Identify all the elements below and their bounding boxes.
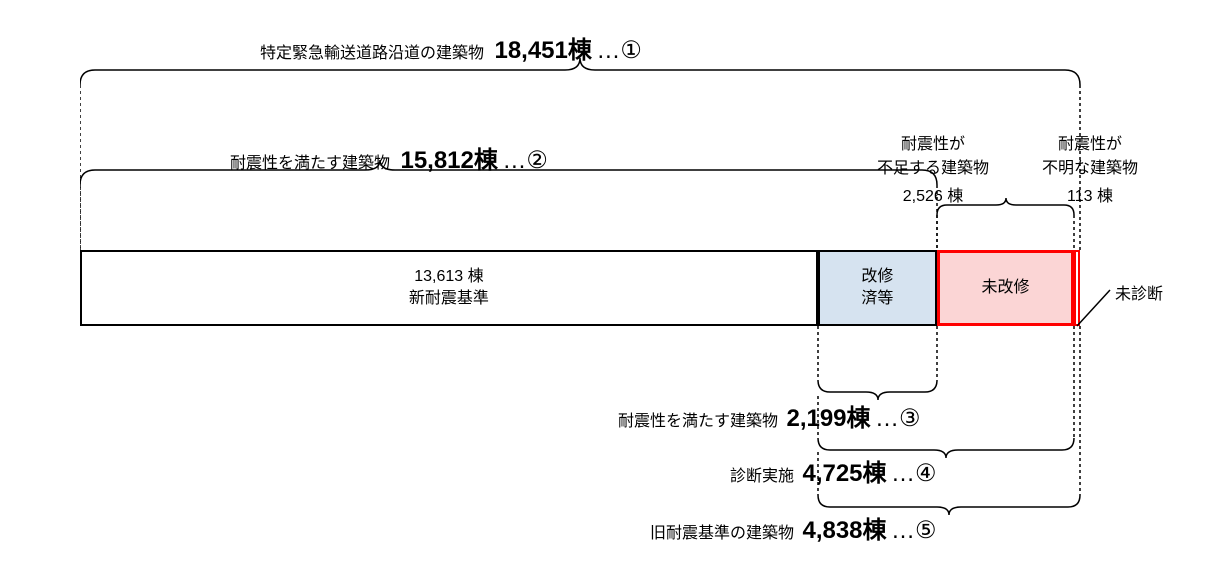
bar-segment-new_standard: 13,613 棟新耐震基準 <box>80 250 818 326</box>
unknown-header: 耐震性が 不明な建築物 113 棟 <box>1020 130 1160 206</box>
bottom3-value: 4,838棟 <box>802 517 886 544</box>
insufficient-count: 2,526 棟 <box>848 182 1018 206</box>
bottom2-suffix: …④ <box>891 460 937 487</box>
title-prefix: 特定緊急輸送道路沿道の建築物 <box>260 45 484 62</box>
bottom2-group: 診断実施 4,725棟 …④ <box>730 453 937 488</box>
insufficient-header: 耐震性が 不足する建築物 2,526 棟 <box>848 130 1018 206</box>
bottom1-suffix: …③ <box>875 405 921 432</box>
bottom2-prefix: 診断実施 <box>730 468 794 485</box>
bottom3-group: 旧耐震基準の建築物 4,838棟 …⑤ <box>650 510 937 545</box>
bottom3-prefix: 旧耐震基準の建築物 <box>650 525 794 542</box>
bar-segment-label: 改修済等 <box>861 266 893 311</box>
bar-segment-not_renovated: 未改修 <box>937 250 1074 326</box>
bottom1-prefix: 耐震性を満たす建築物 <box>618 413 778 430</box>
satisfies-group: 耐震性を満たす建築物 15,812棟 …② <box>230 140 548 175</box>
satisfies-value: 15,812棟 <box>400 147 497 174</box>
satisfies-suffix: …② <box>502 147 548 174</box>
satisfies-prefix: 耐震性を満たす建築物 <box>230 155 390 172</box>
insufficient-line1: 耐震性が <box>848 130 1018 154</box>
bottom2-value: 4,725棟 <box>802 460 886 487</box>
insufficient-line2: 不足する建築物 <box>848 154 1018 178</box>
bar-segment-label: 未改修 <box>981 277 1029 299</box>
diagram-container: 特定緊急輸送道路沿道の建築物 18,451棟 …① 耐震性を満たす建築物 15,… <box>80 0 1160 575</box>
unknown-line2: 不明な建築物 <box>1020 154 1160 178</box>
bottom1-group: 耐震性を満たす建築物 2,199棟 …③ <box>618 398 921 433</box>
not-diagnosed-label: 未診断 <box>1115 280 1163 304</box>
bar-segment-label: 13,613 棟新耐震基準 <box>409 266 489 311</box>
unknown-line1: 耐震性が <box>1020 130 1160 154</box>
title-suffix: …① <box>596 37 642 64</box>
stacked-bar: 13,613 棟新耐震基準 改修済等 未改修 <box>80 250 1080 326</box>
bottom3-suffix: …⑤ <box>891 517 937 544</box>
bar-segment-not_diagnosed <box>1074 250 1080 326</box>
unknown-count: 113 棟 <box>1020 182 1160 206</box>
title-group: 特定緊急輸送道路沿道の建築物 18,451棟 …① <box>260 30 642 65</box>
title-value: 18,451棟 <box>494 37 591 64</box>
bottom1-value: 2,199棟 <box>786 405 870 432</box>
bar-segment-renovated: 改修済等 <box>818 250 937 326</box>
